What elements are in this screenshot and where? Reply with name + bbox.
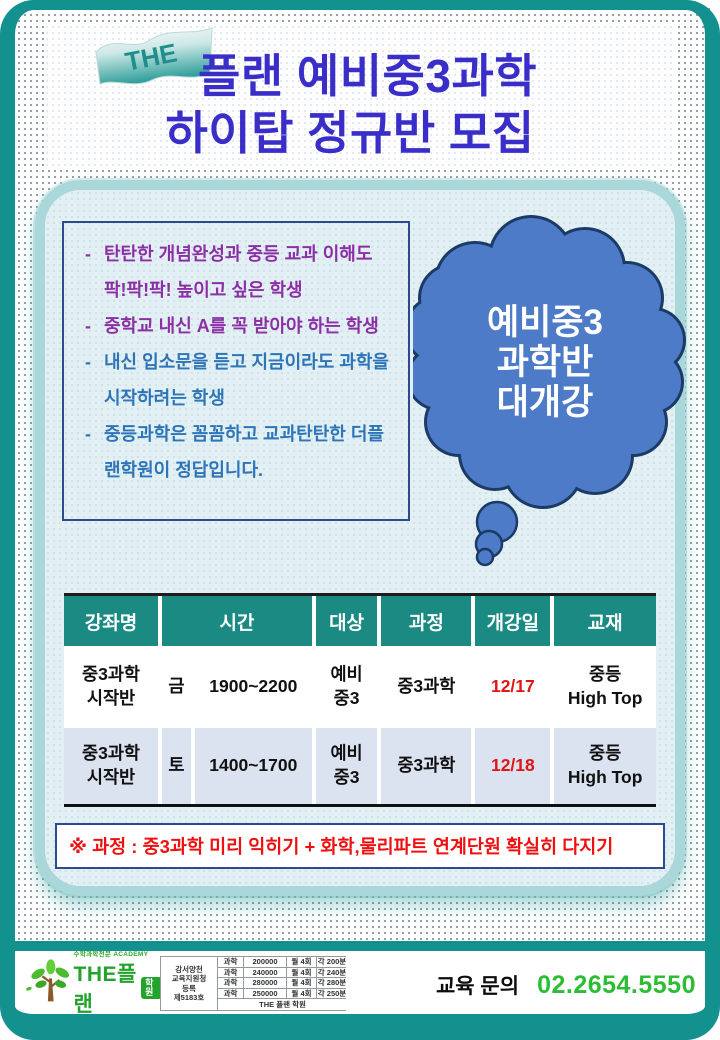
bullet-item: - 중학교 내신 A를 꼭 받아야 하는 학생 [72,308,398,344]
col-header-target: 대상 [315,596,378,646]
tuition-cell: 월 4회 [287,967,316,977]
cell-textbook: 중등 High Top [554,728,656,804]
registration-info: 강서양천 교육지원청 등록 제5183호 [161,957,217,1010]
logo-name: THE플랜 [73,963,137,1016]
bubble-line1: 예비중3 [487,303,603,342]
bullet-item: - 중등과학은 꼼꼼하고 교과탄탄한 더플랜학원이 정답입니다. [72,416,398,488]
course-note-text: ※ 과정 : 중3과학 미리 익히기 + 화학,물리파트 연계단원 확실히 다지… [69,836,614,857]
logo-tagline: 수학과학전문 ACADEMY [73,951,149,958]
bullet-item: - 탄탄한 개념완성과 중등 교과 이해도 팍!팍!팍! 높이고 싶은 학생 [72,236,398,308]
footer-teal-band [15,941,705,951]
cell-program: 중3과학 [381,728,472,804]
intro-bullet-box: - 탄탄한 개념완성과 중등 교과 이해도 팍!팍!팍! 높이고 싶은 학생 -… [62,221,410,521]
cell-time: 1900~2200 [194,650,312,724]
cloud-trail-bubbles [474,500,519,567]
bullet-dash: - [85,316,91,336]
the-ribbon-banner: THE [95,27,213,85]
cell-program: 중3과학 [381,650,472,724]
cell-target: 예비 중3 [315,728,378,804]
tuition-cell: 250000 [244,988,286,998]
bullet-text: 내신 입소문을 듣고 지금이라도 과학을 시작하려는 학생 [104,352,389,408]
col-header-program: 과정 [381,596,472,646]
tuition-cell: 과학 [218,957,243,967]
cell-day: 토 [162,728,191,804]
tree-logo-icon [26,959,70,1002]
thought-cloud-bubble: 예비중3 과학반 대개강 [413,215,686,567]
tuition-cell: 240000 [244,967,286,977]
tuition-table: 강서양천 교육지원청 등록 제5183호 과학 200000 월 4회 각 20… [160,956,347,1011]
cell-textbook: 중등 High Top [554,650,656,724]
bubble-line2: 과학반 [497,343,594,382]
tuition-cell: 과학 [218,967,243,977]
tuition-cell: 각 240분 [317,967,347,977]
tuition-cell: 200000 [244,957,286,967]
schedule-table: 강좌명 시간 대상 과정 개강일 교재 중3과학 시작반 금 1900~2200… [64,593,656,807]
col-header-time: 시간 [162,596,312,646]
col-header-start-date: 개강일 [475,596,551,646]
tuition-cell: 각 250분 [317,988,347,998]
bullet-text: 중학교 내신 A를 꼭 받아야 하는 학생 [104,316,379,336]
tuition-cell: 각 200분 [317,957,347,967]
bullet-text: 중등과학은 꼼꼼하고 교과탄탄한 더플랜학원이 정답입니다. [104,424,384,480]
poster-title-line2: 하이탑 정규반 모집 [165,107,535,159]
poster-title-line1: 플랜 예비중3과학 [198,50,538,102]
logo-badge: 학원 [141,977,162,999]
bullet-dash: - [85,244,91,264]
cell-start-date: 12/18 [475,728,551,804]
bullet-item: - 내신 입소문을 듣고 지금이라도 과학을 시작하려는 학생 [72,344,398,416]
course-note-box: ※ 과정 : 중3과학 미리 익히기 + 화학,물리파트 연계단원 확실히 다지… [55,823,665,869]
contact-phone-number: 02.2654.5550 [537,970,696,999]
tuition-cell: 각 280분 [317,978,347,988]
cloud-fill [413,218,683,506]
contact-label: 교육 문의 [435,975,520,998]
tuition-cell: 월 4회 [287,988,316,998]
cell-course: 중3과학 시작반 [64,728,159,804]
col-header-course: 강좌명 [64,596,159,646]
cell-course: 중3과학 시작반 [64,650,159,724]
bullet-dash: - [85,424,91,444]
tuition-table-footer: THE 플랜 학원 [218,999,347,1010]
bubble-line3: 대개강 [497,383,594,422]
tuition-cell: 과학 [218,978,243,988]
cell-time: 1400~1700 [194,728,312,804]
tuition-cell: 과학 [218,988,243,998]
contact-block: 교육 문의 02.2654.5550 [420,965,696,1005]
cell-start-date: 12/17 [475,650,551,724]
cell-day: 금 [162,650,191,724]
tuition-cell: 월 4회 [287,978,316,988]
col-header-textbook: 교재 [554,596,656,646]
cell-target: 예비 중3 [315,650,378,724]
tuition-cell: 280000 [244,978,286,988]
footer-white-strip [15,951,705,1014]
bullet-text: 탄탄한 개념완성과 중등 교과 이해도 팍!팍!팍! 높이고 싶은 학생 [104,244,373,300]
tuition-cell: 월 4회 [287,957,316,967]
bullet-dash: - [85,352,91,372]
academy-logo: 수학과학전문 ACADEMY THE플랜 학원 [22,951,162,1016]
